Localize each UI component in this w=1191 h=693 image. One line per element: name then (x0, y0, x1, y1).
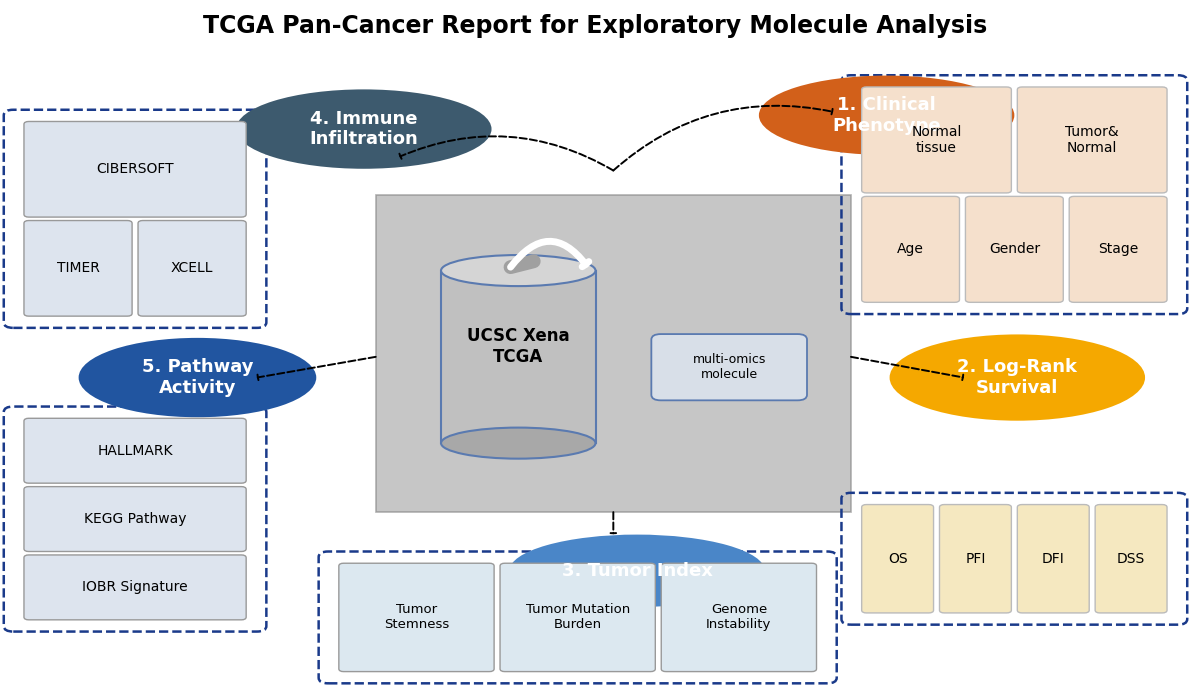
Text: KEGG Pathway: KEGG Pathway (83, 512, 186, 526)
FancyBboxPatch shape (375, 195, 850, 512)
FancyBboxPatch shape (966, 196, 1064, 302)
FancyBboxPatch shape (24, 555, 247, 620)
Ellipse shape (510, 534, 765, 607)
Text: Tumor
Stemness: Tumor Stemness (384, 604, 449, 631)
Ellipse shape (236, 89, 492, 169)
Ellipse shape (441, 428, 596, 459)
Text: UCSC Xena
TCGA: UCSC Xena TCGA (467, 327, 569, 366)
Text: Genome
Instability: Genome Instability (706, 604, 772, 631)
Text: 3. Tumor Index: 3. Tumor Index (562, 562, 712, 580)
Text: Tumor&
Normal: Tumor& Normal (1066, 125, 1120, 155)
Text: IOBR Signature: IOBR Signature (82, 581, 188, 595)
Ellipse shape (79, 338, 317, 417)
FancyBboxPatch shape (651, 334, 807, 401)
Text: TIMER: TIMER (57, 261, 100, 275)
Text: PFI: PFI (965, 552, 986, 565)
FancyBboxPatch shape (1017, 87, 1167, 193)
FancyBboxPatch shape (861, 87, 1011, 193)
Ellipse shape (759, 76, 1015, 155)
Text: 2. Log-Rank
Survival: 2. Log-Rank Survival (958, 358, 1078, 397)
Ellipse shape (890, 335, 1145, 421)
Ellipse shape (441, 255, 596, 286)
FancyBboxPatch shape (861, 505, 934, 613)
Text: OS: OS (887, 552, 908, 565)
Text: CIBERSOFT: CIBERSOFT (96, 162, 174, 176)
FancyBboxPatch shape (661, 563, 817, 672)
Text: 4. Immune
Infiltration: 4. Immune Infiltration (310, 109, 418, 148)
Text: Gender: Gender (989, 243, 1040, 256)
Text: DSS: DSS (1117, 552, 1146, 565)
Text: TCGA Pan-Cancer Report for Exploratory Molecule Analysis: TCGA Pan-Cancer Report for Exploratory M… (204, 14, 987, 37)
FancyBboxPatch shape (441, 270, 596, 443)
FancyBboxPatch shape (1017, 505, 1090, 613)
Text: multi-omics
molecule: multi-omics molecule (692, 353, 766, 381)
FancyBboxPatch shape (940, 505, 1011, 613)
FancyBboxPatch shape (861, 196, 960, 302)
FancyBboxPatch shape (339, 563, 494, 672)
FancyBboxPatch shape (24, 419, 247, 483)
Text: 1. Clinical
Phenotype: 1. Clinical Phenotype (833, 96, 941, 134)
FancyBboxPatch shape (1070, 196, 1167, 302)
Text: 5. Pathway
Activity: 5. Pathway Activity (142, 358, 254, 397)
FancyBboxPatch shape (138, 220, 247, 316)
FancyBboxPatch shape (24, 220, 132, 316)
FancyBboxPatch shape (24, 486, 247, 552)
Text: Age: Age (897, 243, 924, 256)
Text: Tumor Mutation
Burden: Tumor Mutation Burden (525, 604, 630, 631)
Text: HALLMARK: HALLMARK (98, 444, 173, 457)
Text: DFI: DFI (1042, 552, 1065, 565)
FancyBboxPatch shape (1096, 505, 1167, 613)
Text: Stage: Stage (1098, 243, 1139, 256)
FancyBboxPatch shape (500, 563, 655, 672)
Text: XCELL: XCELL (170, 261, 213, 275)
Text: Normal
tissue: Normal tissue (911, 125, 961, 155)
FancyBboxPatch shape (24, 121, 247, 217)
